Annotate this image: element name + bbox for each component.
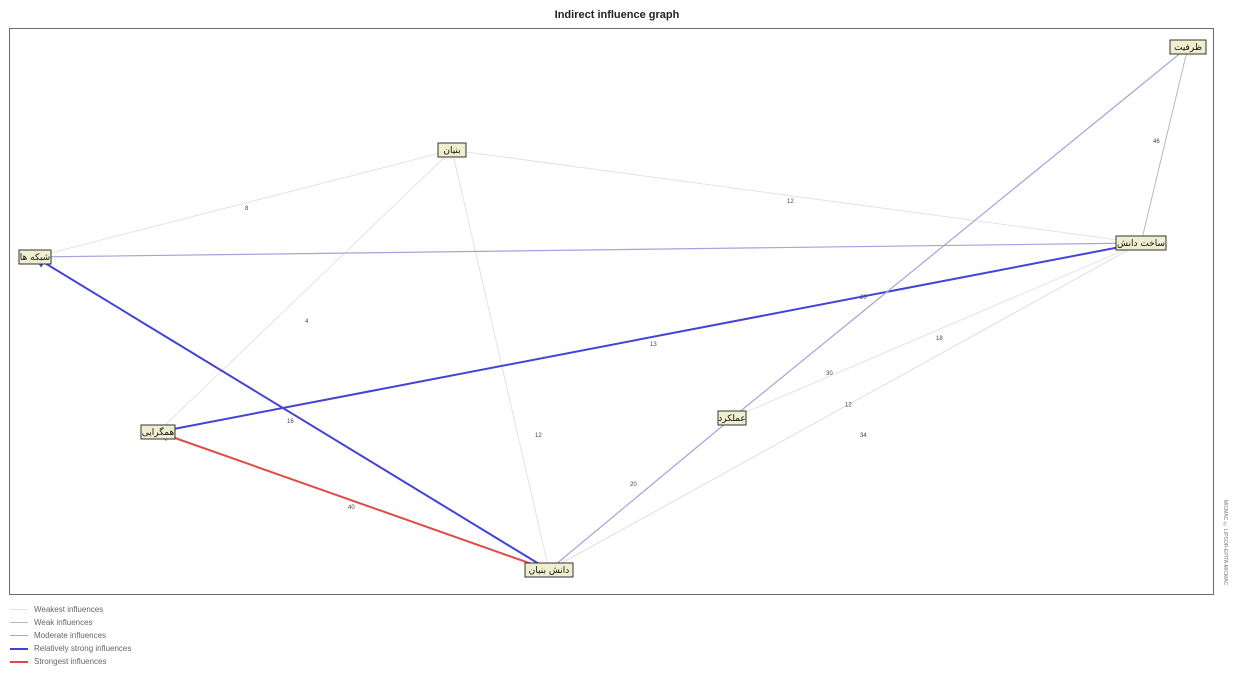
edge-label: 12 bbox=[845, 403, 852, 409]
legend-swatch-strongest bbox=[10, 661, 28, 663]
node-label: همگرایی bbox=[142, 426, 175, 438]
edge-label: 46 bbox=[1153, 139, 1160, 145]
node-n7[interactable]: شبکه ها bbox=[18, 249, 52, 265]
node-n1[interactable]: بنیان bbox=[437, 142, 467, 158]
edge-label: 16 bbox=[287, 419, 294, 425]
node-box bbox=[437, 142, 467, 158]
edge-label: 18 bbox=[936, 336, 943, 342]
legend-swatch-relatively-strong bbox=[10, 648, 28, 650]
node-box bbox=[1169, 39, 1207, 55]
node-box bbox=[140, 424, 176, 440]
edge-label: 8 bbox=[245, 206, 249, 212]
node-label: شبکه ها bbox=[20, 253, 50, 263]
node-label: بنیان bbox=[443, 146, 460, 156]
legend-label-weak: Weak influences bbox=[34, 618, 93, 627]
edge-n6-n2 bbox=[1140, 46, 1190, 244]
node-box bbox=[717, 410, 747, 426]
node-n5[interactable]: عملکرد bbox=[717, 410, 747, 426]
edge-label: 34 bbox=[860, 433, 867, 439]
legend-label-relatively-strong: Relatively strong influences bbox=[34, 644, 132, 653]
edge-n8-n7 bbox=[33, 256, 550, 571]
legend-swatch-weakest bbox=[10, 609, 28, 610]
edge-n6-n8 bbox=[548, 242, 1142, 571]
legend-label-weakest: Weakest influences bbox=[34, 605, 104, 614]
node-label: ساخت دانش bbox=[1117, 239, 1165, 249]
edge-label: 20 bbox=[860, 295, 867, 301]
node-label: دانش بنیان bbox=[529, 566, 570, 576]
edge-n1-n8 bbox=[451, 149, 551, 571]
edge-label: 13 bbox=[650, 342, 657, 348]
edge-labels-layer: 8 12 4 12 20 46 13 20 40 16 30 18 34 12 bbox=[245, 139, 1160, 511]
node-label: عملکرد bbox=[718, 414, 746, 424]
node-n2[interactable]: ظرفیت bbox=[1169, 39, 1207, 55]
edge-n5-n2 bbox=[731, 46, 1189, 419]
node-n3[interactable]: همگرایی bbox=[140, 424, 176, 440]
edge-n1-n6 bbox=[451, 149, 1142, 246]
edge-n1-n3 bbox=[157, 149, 453, 433]
edge-label: 20 bbox=[630, 482, 637, 488]
graph-frame bbox=[9, 28, 1214, 595]
legend-swatch-weak bbox=[10, 622, 28, 623]
node-n8[interactable]: دانش بنیان bbox=[524, 562, 574, 578]
edge-label: 4 bbox=[305, 319, 309, 325]
nodes-layer: بنیان ظرفیت همگرایی عملکرد ساخت دانش شبکه ها د… bbox=[18, 39, 1207, 578]
edge-n6-n3 bbox=[156, 242, 1142, 436]
edge-label: 40 bbox=[348, 505, 355, 511]
edge-n8-n3 bbox=[156, 429, 550, 571]
edges-layer bbox=[33, 46, 1190, 571]
software-watermark: MICMAC © LIPSOR-EPITA-MICMAC bbox=[1222, 500, 1228, 586]
edge-label: 30 bbox=[826, 371, 833, 377]
node-box bbox=[524, 562, 574, 578]
legend-label-strongest: Strongest influences bbox=[34, 657, 107, 666]
edge-n6-n7 bbox=[34, 242, 1142, 261]
edge-n6-n5 bbox=[731, 242, 1142, 419]
graph-title: Indirect influence graph bbox=[554, 9, 680, 21]
legend-swatch-moderate bbox=[10, 635, 28, 636]
node-box bbox=[1115, 235, 1167, 251]
edge-label: 12 bbox=[787, 199, 794, 205]
edge-label: 12 bbox=[535, 433, 542, 439]
legend-label-moderate: Moderate influences bbox=[34, 631, 107, 640]
edge-n7-n1 bbox=[34, 148, 453, 258]
node-label: ظرفیت bbox=[1174, 43, 1202, 53]
node-n6[interactable]: ساخت دانش bbox=[1115, 235, 1167, 251]
node-box bbox=[18, 249, 52, 265]
edge-n8-n5 bbox=[548, 417, 733, 571]
